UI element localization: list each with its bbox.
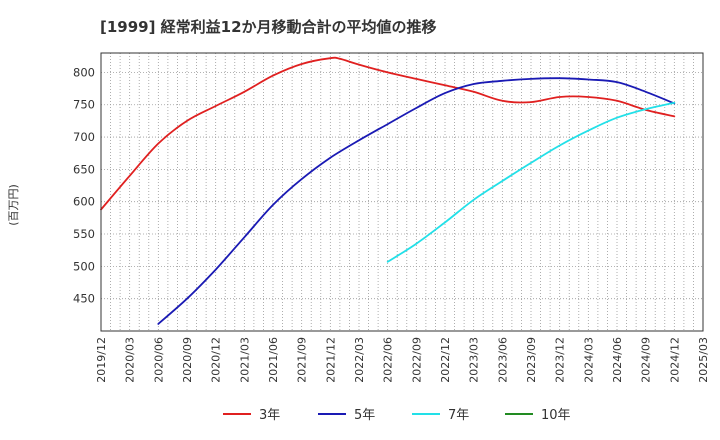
series-lines	[100, 56, 676, 325]
horizontal-gridlines	[101, 71, 703, 300]
y-tick-label: 600	[73, 195, 95, 209]
legend: 3年 5年 7年 10年	[223, 408, 571, 423]
vertical-gridlines	[110, 53, 694, 331]
x-tick-label: 2024/03	[582, 337, 595, 383]
x-tick-label: 2020/06	[152, 337, 165, 383]
x-axis-ticks: 2019/12 2020/03 2020/06 2020/09 2020/12 2021/…	[95, 337, 710, 383]
x-tick-label: 2023/03	[468, 337, 481, 383]
x-tick-label: 2024/12	[668, 337, 681, 383]
y-tick-label: 550	[73, 227, 95, 241]
x-tick-label: 2023/09	[525, 337, 538, 383]
series-line-3	[386, 101, 676, 263]
x-tick-label: 2024/06	[611, 337, 624, 383]
y-axis-label: (百万円)	[7, 184, 20, 226]
chart-title: [1999] 経常利益12か月移動合計の平均値の推移	[100, 18, 437, 36]
y-tick-label: 500	[73, 259, 95, 273]
series-line-2	[157, 77, 676, 325]
x-tick-label: 2025/03	[697, 337, 710, 383]
x-tick-label: 2020/09	[181, 337, 194, 383]
x-tick-label: 2024/09	[640, 337, 653, 383]
y-tick-label: 450	[73, 292, 95, 306]
x-tick-label: 2022/06	[382, 337, 395, 383]
x-tick-label: 2021/12	[324, 337, 337, 383]
x-tick-label: 2023/06	[496, 337, 509, 383]
x-tick-label: 2021/09	[296, 337, 309, 383]
x-tick-label: 2021/06	[267, 337, 280, 383]
x-tick-label: 2021/03	[238, 337, 251, 383]
y-tick-label: 800	[73, 65, 95, 79]
x-tick-label: 2020/12	[210, 337, 223, 383]
x-tick-label: 2022/03	[353, 337, 366, 383]
y-tick-label: 650	[73, 162, 95, 176]
y-tick-label: 750	[73, 98, 95, 112]
legend-label-4: 10年	[541, 408, 571, 423]
plot-area-border	[100, 52, 704, 332]
x-tick-label: 2020/03	[124, 337, 137, 383]
x-tick-label: 2022/12	[439, 337, 452, 383]
legend-label-1: 3年	[259, 408, 280, 423]
x-tick-label: 2019/12	[95, 337, 108, 383]
legend-label-2: 5年	[354, 408, 375, 423]
legend-label-3: 7年	[448, 408, 469, 423]
y-axis-ticks: 450 500 550 600 650 700 750 800	[73, 65, 95, 305]
series-line-1	[100, 56, 676, 211]
x-tick-label: 2023/12	[554, 337, 567, 383]
y-tick-label: 700	[73, 130, 95, 144]
x-tick-label: 2022/09	[410, 337, 423, 383]
